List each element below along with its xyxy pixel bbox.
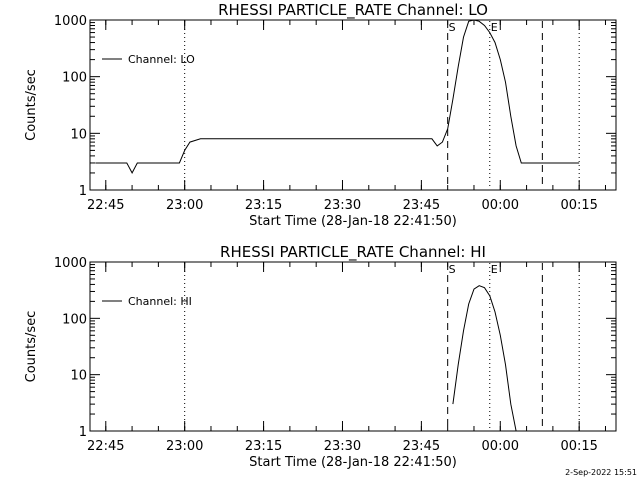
time-marker-label: E xyxy=(491,263,498,276)
chart-title: RHESSI PARTICLE_RATE Channel: LO xyxy=(218,1,488,20)
y-tick-label: 10 xyxy=(70,369,87,384)
plot-frame xyxy=(89,261,617,432)
x-tick-label: 00:00 xyxy=(482,198,519,213)
chart-title: RHESSI PARTICLE_RATE Channel: HI xyxy=(220,243,486,262)
x-tick-label: 23:30 xyxy=(324,439,361,454)
x-tick-label: 22:45 xyxy=(87,198,124,213)
time-marker-label: S xyxy=(449,263,456,276)
series-line xyxy=(452,285,517,432)
x-tick-label: 23:45 xyxy=(403,439,440,454)
x-tick-label: 23:00 xyxy=(166,198,203,213)
legend-entry: Channel: HI xyxy=(128,295,192,308)
chart-panel-2: RHESSI PARTICLE_RATE Channel: HI Counts/s… xyxy=(24,243,617,470)
chart-panel-1: RHESSI PARTICLE_RATE Channel: LO Counts/s… xyxy=(24,1,617,229)
x-tick-label: 00:15 xyxy=(560,439,597,454)
time-marker-label: E xyxy=(491,21,498,34)
series-line xyxy=(95,19,580,174)
y-axis-label: Counts/sec xyxy=(24,69,39,141)
plot-frame xyxy=(89,19,617,191)
y-tick-label: 10 xyxy=(70,127,87,142)
x-tick-label: 00:15 xyxy=(560,198,597,213)
y-tick-label: 100 xyxy=(62,71,87,86)
legend-entry: Channel: LO xyxy=(128,53,195,66)
time-marker-label: S xyxy=(449,21,456,34)
y-tick-label: 1000 xyxy=(54,256,87,271)
y-tick-label: 1000 xyxy=(54,14,87,29)
y-tick-label: 100 xyxy=(62,312,87,327)
y-tick-label: 1 xyxy=(79,425,87,440)
x-axis-label: Start Time (28-Jan-18 22:41:50) xyxy=(249,214,457,229)
x-tick-label: 23:30 xyxy=(324,198,361,213)
x-tick-label: 22:45 xyxy=(87,439,124,454)
x-tick-label: 00:00 xyxy=(482,439,519,454)
x-tick-label: 23:15 xyxy=(245,439,282,454)
x-axis-label: Start Time (28-Jan-18 22:41:50) xyxy=(249,455,457,470)
y-axis-label: Counts/sec xyxy=(24,311,39,383)
x-tick-label: 23:15 xyxy=(245,198,282,213)
x-tick-label: 23:45 xyxy=(403,198,440,213)
y-tick-label: 1 xyxy=(79,184,87,199)
x-tick-label: 23:00 xyxy=(166,439,203,454)
plot-timestamp: 2-Sep-2022 15:51 xyxy=(565,468,637,477)
